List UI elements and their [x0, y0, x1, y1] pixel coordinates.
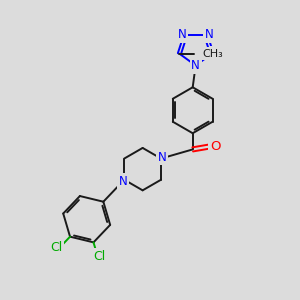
Text: N: N — [191, 59, 200, 72]
Text: O: O — [210, 140, 220, 153]
Text: Cl: Cl — [93, 250, 105, 263]
Text: N: N — [158, 151, 167, 164]
Text: N: N — [205, 28, 214, 41]
Text: N: N — [118, 175, 127, 188]
Text: Cl: Cl — [50, 241, 63, 254]
Text: N: N — [211, 47, 220, 60]
Text: N: N — [178, 28, 186, 41]
Text: CH₃: CH₃ — [202, 49, 223, 59]
